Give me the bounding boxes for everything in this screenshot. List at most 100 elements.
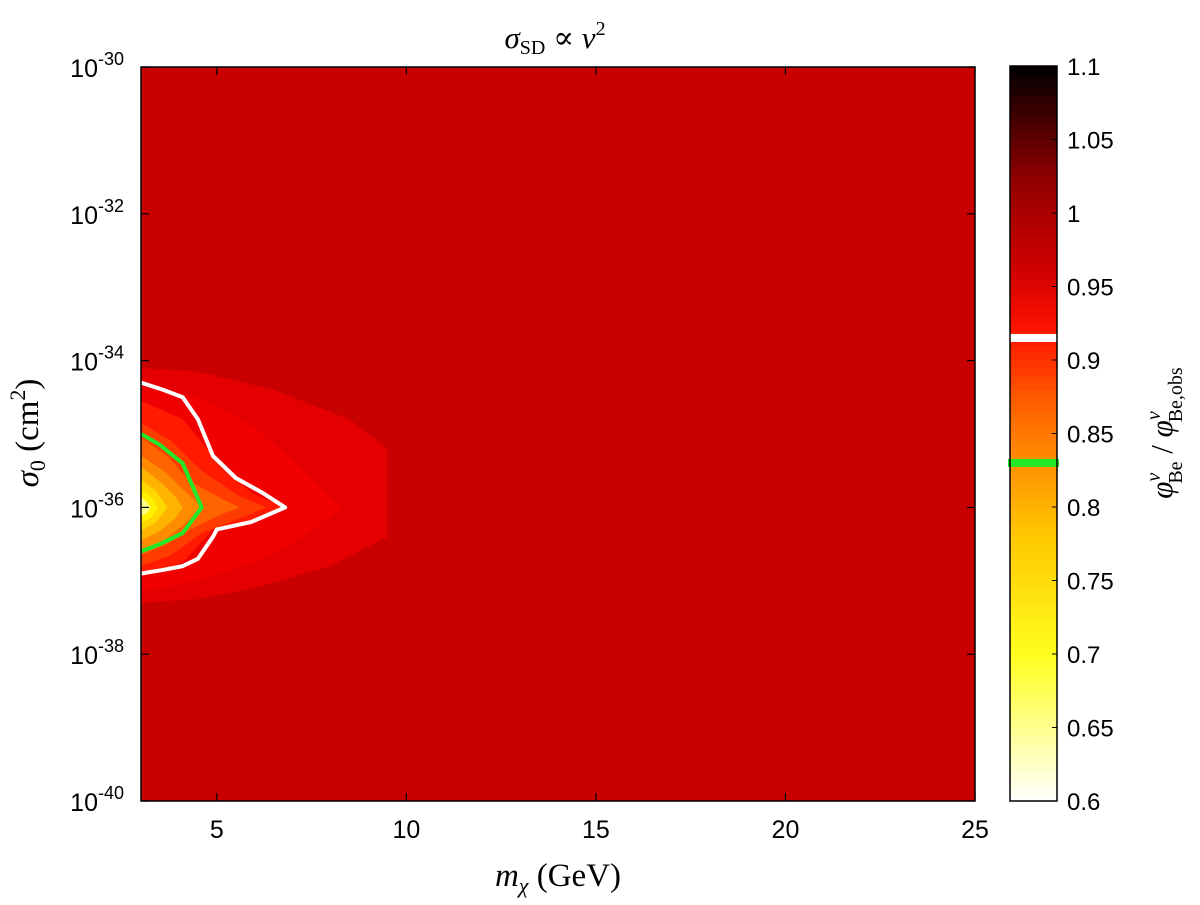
colorbar-label: φνBe / φνBe,obs xyxy=(1143,367,1187,499)
colorbar-cell xyxy=(1010,279,1057,288)
colorbar-cell xyxy=(1010,433,1057,442)
colorbar-cell xyxy=(1010,227,1057,236)
x-axis-label: mχ (GeV) xyxy=(495,858,621,898)
colorbar-cell xyxy=(1010,66,1057,74)
colorbar-cell xyxy=(1010,646,1057,655)
colorbar-tick-label: 0.65 xyxy=(1067,716,1114,743)
colorbar-cell xyxy=(1010,521,1057,530)
colorbar-cell xyxy=(1010,551,1057,560)
colorbar-green-level xyxy=(1008,458,1059,467)
colorbar-cell xyxy=(1010,639,1057,648)
colorbar-cell xyxy=(1010,470,1057,479)
colorbar-cell xyxy=(1010,190,1057,199)
colorbar-cell xyxy=(1010,720,1057,729)
x-tick-label: 10 xyxy=(392,816,420,844)
colorbar-cell xyxy=(1010,440,1057,449)
colorbar-cell xyxy=(1010,257,1057,266)
colorbar-cell xyxy=(1010,661,1057,670)
colorbar-cell xyxy=(1010,484,1057,493)
colorbar-cell xyxy=(1010,793,1057,802)
y-tick-label: 10-34 xyxy=(70,343,124,377)
colorbar-cell xyxy=(1010,213,1057,221)
colorbar-cell xyxy=(1010,668,1057,677)
x-tick-label: 5 xyxy=(210,816,224,844)
colorbar-cell xyxy=(1010,220,1057,229)
colorbar-tick-label: 0.6 xyxy=(1067,789,1100,816)
colorbar-cell xyxy=(1010,749,1057,758)
colorbar-cell xyxy=(1010,367,1057,376)
colorbar-cell xyxy=(1010,558,1057,567)
heatmap-region-9 xyxy=(141,497,151,517)
chart-title: σSD ∝ v2 xyxy=(504,18,605,59)
colorbar-cell xyxy=(1010,756,1057,765)
colorbar-tick-label: 0.7 xyxy=(1067,642,1100,669)
y-tick-label: 10-40 xyxy=(70,783,124,817)
contour-green-line xyxy=(141,432,204,554)
colorbar-tick-label: 0.9 xyxy=(1067,348,1100,375)
colorbar-cell xyxy=(1010,293,1057,302)
colorbar-cell xyxy=(1010,418,1057,427)
colorbar-cell xyxy=(1010,95,1057,104)
colorbar-cell xyxy=(1010,88,1057,96)
x-tick-label: 15 xyxy=(582,816,610,844)
colorbar-cell xyxy=(1010,404,1057,413)
colorbar-cell xyxy=(1010,507,1057,515)
colorbar-cell xyxy=(1010,168,1057,177)
colorbar-cell xyxy=(1010,536,1057,545)
colorbar-cell xyxy=(1010,308,1057,317)
colorbar-cell xyxy=(1010,345,1057,354)
colorbar-cell xyxy=(1010,617,1057,626)
colorbar-cell xyxy=(1010,146,1057,155)
colorbar-cell xyxy=(1010,301,1057,310)
colorbar-cell xyxy=(1010,198,1057,207)
colorbar-cell xyxy=(1010,448,1057,457)
colorbar-cell xyxy=(1010,580,1057,589)
colorbar-cell xyxy=(1010,411,1057,420)
colorbar-cell xyxy=(1010,249,1057,258)
colorbar-cell xyxy=(1010,117,1057,126)
colorbar-cell xyxy=(1010,624,1057,633)
colorbar-cell xyxy=(1010,132,1057,141)
y-axis-label: σ0 (cm2) xyxy=(5,379,50,488)
colorbar-cell xyxy=(1010,315,1057,324)
x-tick-label: 25 xyxy=(961,816,989,844)
colorbar-white-level xyxy=(1008,333,1059,342)
colorbar-cell xyxy=(1010,492,1057,501)
colorbar-cell xyxy=(1010,565,1057,574)
colorbar-cell xyxy=(1010,154,1057,163)
colorbar-cell xyxy=(1010,396,1057,405)
colorbar-tick-label: 1.1 xyxy=(1067,54,1100,81)
colorbar-cell xyxy=(1010,631,1057,640)
colorbar-cell xyxy=(1010,264,1057,273)
colorbar-cell xyxy=(1010,609,1057,618)
colorbar-cell xyxy=(1010,374,1057,383)
colorbar-cell xyxy=(1010,654,1057,662)
colorbar-cell xyxy=(1010,778,1057,787)
colorbar-cell xyxy=(1010,764,1057,773)
contour-white-line xyxy=(141,380,288,576)
colorbar-cell xyxy=(1010,727,1057,736)
colorbar-tick-label: 0.85 xyxy=(1067,422,1114,449)
colorbar-cell xyxy=(1010,698,1057,707)
colorbar-cell xyxy=(1010,529,1057,537)
colorbar-cell xyxy=(1010,602,1057,611)
plot-frame xyxy=(140,66,976,802)
colorbar-cell xyxy=(1010,360,1057,368)
colorbar-cell xyxy=(1010,712,1057,721)
colorbar-tick-label: 0.8 xyxy=(1067,495,1100,522)
colorbar-cell xyxy=(1010,382,1057,390)
colorbar-cell xyxy=(1010,543,1057,552)
colorbar xyxy=(1010,66,1057,802)
colorbar-tick-label: 1.05 xyxy=(1067,128,1114,155)
colorbar-cell xyxy=(1010,389,1057,398)
colorbar-cell xyxy=(1010,124,1057,133)
colorbar-cell xyxy=(1010,786,1057,795)
colorbar-cell xyxy=(1010,110,1057,119)
colorbar-cell xyxy=(1010,161,1057,170)
colorbar-cell xyxy=(1010,477,1057,486)
colorbar-tick-label: 0.95 xyxy=(1067,275,1114,302)
colorbar-cell xyxy=(1010,690,1057,699)
colorbar-cell xyxy=(1010,771,1057,780)
